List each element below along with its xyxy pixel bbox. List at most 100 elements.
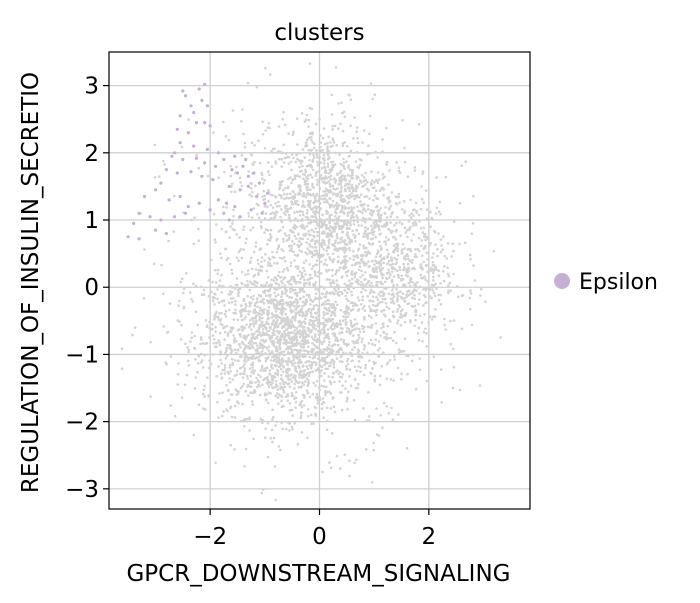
background-point bbox=[288, 282, 291, 286]
y-tick-label: −3 bbox=[65, 477, 99, 503]
background-point bbox=[331, 274, 334, 278]
background-point bbox=[326, 245, 330, 248]
background-point bbox=[344, 206, 348, 210]
background-point bbox=[344, 294, 347, 298]
background-point bbox=[378, 255, 382, 258]
background-point bbox=[260, 491, 264, 495]
background-point bbox=[298, 287, 302, 291]
background-point bbox=[224, 230, 228, 234]
background-point bbox=[334, 353, 338, 356]
background-point bbox=[345, 304, 348, 308]
background-point bbox=[281, 370, 285, 374]
background-point bbox=[282, 111, 285, 114]
background-point bbox=[243, 372, 246, 376]
background-point bbox=[439, 293, 442, 297]
background-point bbox=[360, 340, 364, 343]
background-point bbox=[290, 286, 293, 290]
background-point bbox=[414, 284, 418, 287]
background-point bbox=[297, 349, 300, 353]
background-point bbox=[385, 272, 389, 275]
background-point bbox=[288, 377, 292, 381]
background-point bbox=[298, 151, 301, 155]
background-point bbox=[280, 257, 284, 260]
background-point bbox=[327, 135, 330, 139]
background-point bbox=[362, 235, 366, 238]
background-point bbox=[407, 289, 411, 293]
background-point bbox=[250, 141, 254, 145]
background-point bbox=[347, 390, 350, 394]
background-point bbox=[337, 287, 340, 291]
background-point bbox=[282, 366, 286, 369]
background-point bbox=[374, 338, 378, 341]
background-point bbox=[387, 268, 390, 272]
background-point bbox=[341, 200, 345, 204]
background-point bbox=[411, 222, 415, 225]
background-point bbox=[287, 368, 291, 372]
background-point bbox=[328, 214, 332, 217]
data-point-epsilon bbox=[208, 124, 212, 128]
background-point bbox=[264, 369, 267, 373]
background-point bbox=[374, 304, 378, 308]
background-point bbox=[196, 370, 199, 374]
background-point bbox=[189, 340, 192, 343]
background-point bbox=[319, 218, 323, 221]
background-point bbox=[276, 370, 280, 374]
background-point bbox=[318, 375, 321, 378]
background-point bbox=[281, 117, 285, 121]
background-point bbox=[177, 304, 180, 307]
background-point bbox=[316, 211, 320, 214]
background-point bbox=[311, 132, 314, 136]
background-point bbox=[287, 177, 290, 181]
data-point-epsilon bbox=[227, 218, 231, 222]
background-point bbox=[287, 162, 291, 165]
background-point bbox=[227, 398, 231, 402]
background-point bbox=[217, 301, 221, 304]
background-point bbox=[397, 192, 401, 196]
background-point bbox=[308, 163, 311, 167]
background-point bbox=[260, 226, 263, 229]
background-point bbox=[247, 333, 250, 337]
background-point bbox=[246, 283, 250, 286]
background-point bbox=[317, 169, 321, 173]
background-point bbox=[265, 320, 268, 324]
background-point bbox=[284, 312, 288, 316]
background-point bbox=[276, 325, 280, 329]
background-point bbox=[289, 290, 292, 294]
background-point bbox=[314, 253, 317, 256]
background-point bbox=[293, 259, 296, 262]
background-point bbox=[230, 286, 234, 289]
background-point bbox=[308, 363, 311, 367]
y-tick-label: −2 bbox=[65, 410, 99, 436]
background-point bbox=[224, 315, 228, 318]
background-point bbox=[377, 355, 381, 359]
background-point bbox=[272, 436, 276, 440]
background-point bbox=[233, 287, 237, 290]
background-point bbox=[259, 269, 263, 273]
background-point bbox=[276, 384, 279, 388]
background-point bbox=[240, 119, 243, 123]
background-point bbox=[377, 178, 381, 181]
background-point bbox=[396, 242, 400, 246]
background-point bbox=[437, 274, 441, 278]
background-point bbox=[284, 204, 287, 208]
background-point bbox=[291, 376, 295, 379]
background-point bbox=[391, 278, 394, 282]
background-point bbox=[237, 291, 241, 294]
background-point bbox=[307, 221, 310, 225]
background-point bbox=[342, 197, 346, 201]
background-point bbox=[293, 377, 297, 380]
background-point bbox=[269, 436, 273, 440]
background-point bbox=[348, 459, 351, 463]
background-point bbox=[310, 255, 314, 259]
background-point bbox=[188, 291, 192, 294]
background-point bbox=[355, 262, 359, 265]
background-point bbox=[446, 242, 450, 245]
background-point bbox=[451, 242, 455, 245]
background-point bbox=[314, 363, 318, 367]
background-point bbox=[319, 225, 323, 228]
background-point bbox=[364, 271, 367, 274]
background-point bbox=[269, 236, 272, 240]
background-point bbox=[333, 380, 336, 384]
background-point bbox=[255, 335, 258, 339]
background-point bbox=[353, 236, 357, 240]
